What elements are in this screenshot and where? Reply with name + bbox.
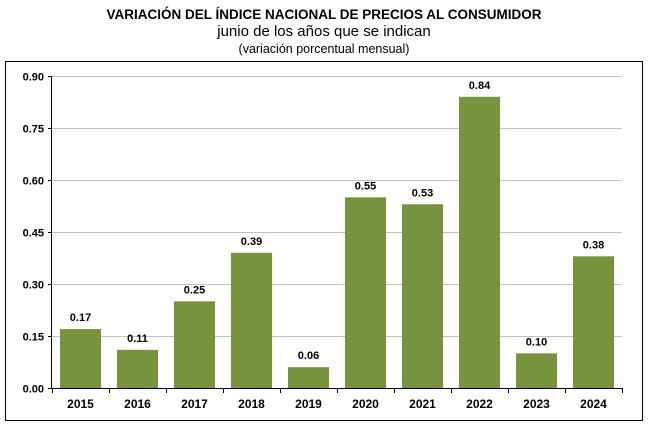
x-tick-label: 2024 bbox=[580, 397, 607, 411]
chart-frame bbox=[5, 61, 643, 421]
x-tick-label: 2016 bbox=[124, 397, 151, 411]
chart-subtitle: junio de los años que se indican bbox=[217, 23, 431, 40]
x-tick-label: 2019 bbox=[295, 397, 322, 411]
data-label: 0.06 bbox=[298, 350, 319, 362]
x-tick-label: 2018 bbox=[238, 397, 265, 411]
bar-2016 bbox=[116, 349, 159, 388]
data-label: 0.39 bbox=[241, 236, 262, 248]
bar-2021 bbox=[401, 204, 444, 388]
x-tick-label: 2017 bbox=[181, 397, 208, 411]
x-axis-ticks: 2015 2016 2017 2018 2019 2020 2021 2022 2023 2024 bbox=[52, 388, 623, 411]
bar-2024 bbox=[572, 256, 615, 388]
y-tick-label: 0.60 bbox=[23, 176, 44, 188]
gridlines bbox=[52, 76, 622, 337]
bar-2017 bbox=[173, 301, 216, 388]
bar-2023 bbox=[515, 353, 558, 388]
x-tick-label: 2015 bbox=[67, 397, 94, 411]
chart-titles: VARIACIÓN DEL ÍNDICE NACIONAL DE PRECIOS… bbox=[0, 0, 648, 57]
x-tick-label: 2022 bbox=[466, 397, 493, 411]
y-tick-label: 0.15 bbox=[23, 332, 44, 344]
y-tick-label: 0.30 bbox=[23, 280, 44, 292]
x-tick-label: 2021 bbox=[409, 397, 436, 411]
bar-2019 bbox=[287, 367, 330, 388]
data-label: 0.55 bbox=[355, 180, 376, 192]
bar-2022 bbox=[458, 96, 501, 389]
y-tick-label: 0.00 bbox=[23, 384, 44, 396]
data-label: 0.84 bbox=[469, 80, 491, 92]
data-label: 0.10 bbox=[526, 336, 547, 348]
x-tick-label: 2020 bbox=[352, 397, 379, 411]
chart-subtitle-units: (variación porcentual mensual) bbox=[238, 42, 410, 56]
data-label: 0.25 bbox=[184, 284, 205, 296]
bar-2015 bbox=[59, 329, 102, 388]
bars bbox=[59, 96, 615, 389]
chart-title: VARIACIÓN DEL ÍNDICE NACIONAL DE PRECIOS… bbox=[106, 7, 542, 22]
data-label: 0.53 bbox=[412, 187, 433, 199]
y-tick-label: 0.90 bbox=[23, 72, 44, 84]
data-label: 0.17 bbox=[70, 312, 91, 324]
bar-2020 bbox=[344, 197, 387, 388]
y-tick-label: 0.75 bbox=[23, 124, 44, 136]
x-tick-label: 2023 bbox=[523, 397, 550, 411]
y-tick-label: 0.45 bbox=[23, 228, 44, 240]
y-axis-ticks: 0.00 0.15 0.30 0.45 0.60 0.75 0.90 bbox=[23, 72, 52, 396]
data-label: 0.38 bbox=[583, 239, 604, 251]
bar-2018 bbox=[230, 252, 273, 388]
data-labels: 0.17 0.11 0.25 0.39 0.06 0.55 0.53 0.84 0.10 0.38 bbox=[70, 80, 604, 362]
data-label: 0.11 bbox=[127, 333, 148, 345]
